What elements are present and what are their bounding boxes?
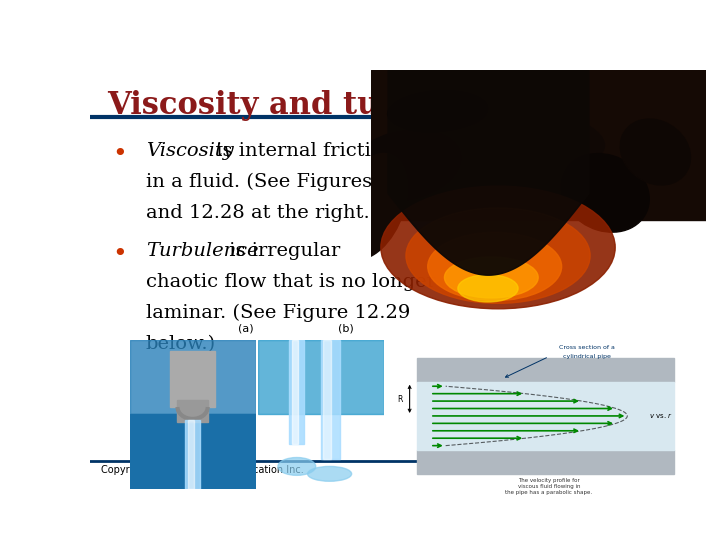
Bar	[418, 450, 674, 474]
Text: Copyright © 2012 Pearson Education Inc.: Copyright © 2012 Pearson Education Inc.	[101, 465, 304, 475]
Text: •: •	[112, 141, 127, 166]
Bar	[371, 70, 706, 220]
Ellipse shape	[278, 457, 315, 475]
Ellipse shape	[458, 275, 518, 302]
Text: and 12.28 at the right.): and 12.28 at the right.)	[145, 204, 377, 222]
Ellipse shape	[561, 153, 649, 232]
Text: below.): below.)	[145, 335, 216, 353]
Ellipse shape	[406, 208, 590, 303]
Ellipse shape	[381, 186, 615, 309]
Bar	[130, 415, 256, 489]
Text: in a fluid. (See Figures 12.27: in a fluid. (See Figures 12.27	[145, 173, 434, 191]
Text: is internal friction: is internal friction	[210, 141, 395, 160]
Text: Viscosity: Viscosity	[145, 141, 233, 160]
Ellipse shape	[620, 119, 690, 185]
Bar	[170, 350, 215, 407]
Ellipse shape	[307, 467, 351, 481]
Text: •: •	[112, 241, 127, 266]
Text: $v$ vs. $r$: $v$ vs. $r$	[649, 411, 673, 421]
Ellipse shape	[472, 110, 604, 167]
Bar	[185, 420, 200, 489]
Bar	[292, 340, 298, 444]
Bar	[177, 400, 208, 422]
Text: is irregular: is irregular	[222, 241, 340, 260]
Text: chaotic flow that is no longer: chaotic flow that is no longer	[145, 273, 436, 291]
Ellipse shape	[347, 130, 462, 201]
Bar	[289, 340, 305, 444]
Text: Viscosity and turbulence: Viscosity and turbulence	[107, 90, 530, 121]
Text: R: R	[397, 395, 403, 404]
Ellipse shape	[428, 232, 562, 301]
Bar	[258, 340, 384, 415]
Text: laminar. (See Figure 12.29: laminar. (See Figure 12.29	[145, 304, 410, 322]
Bar	[321, 340, 340, 459]
Text: cylindrical pipe: cylindrical pipe	[562, 354, 611, 359]
Ellipse shape	[444, 257, 539, 298]
Text: (a): (a)	[238, 323, 253, 333]
Bar	[418, 358, 674, 382]
Ellipse shape	[387, 90, 488, 132]
Bar	[130, 340, 256, 415]
Bar	[418, 382, 674, 450]
Text: Cross section of a: Cross section of a	[559, 345, 615, 350]
Ellipse shape	[334, 153, 408, 260]
Text: The velocity profile for
viscous fluid flowing in
the pipe has a parabolic shape: The velocity profile for viscous fluid f…	[505, 478, 593, 495]
Bar	[323, 340, 330, 459]
Text: (b): (b)	[338, 323, 354, 333]
Text: Turbulence: Turbulence	[145, 241, 258, 260]
Bar	[187, 420, 194, 489]
